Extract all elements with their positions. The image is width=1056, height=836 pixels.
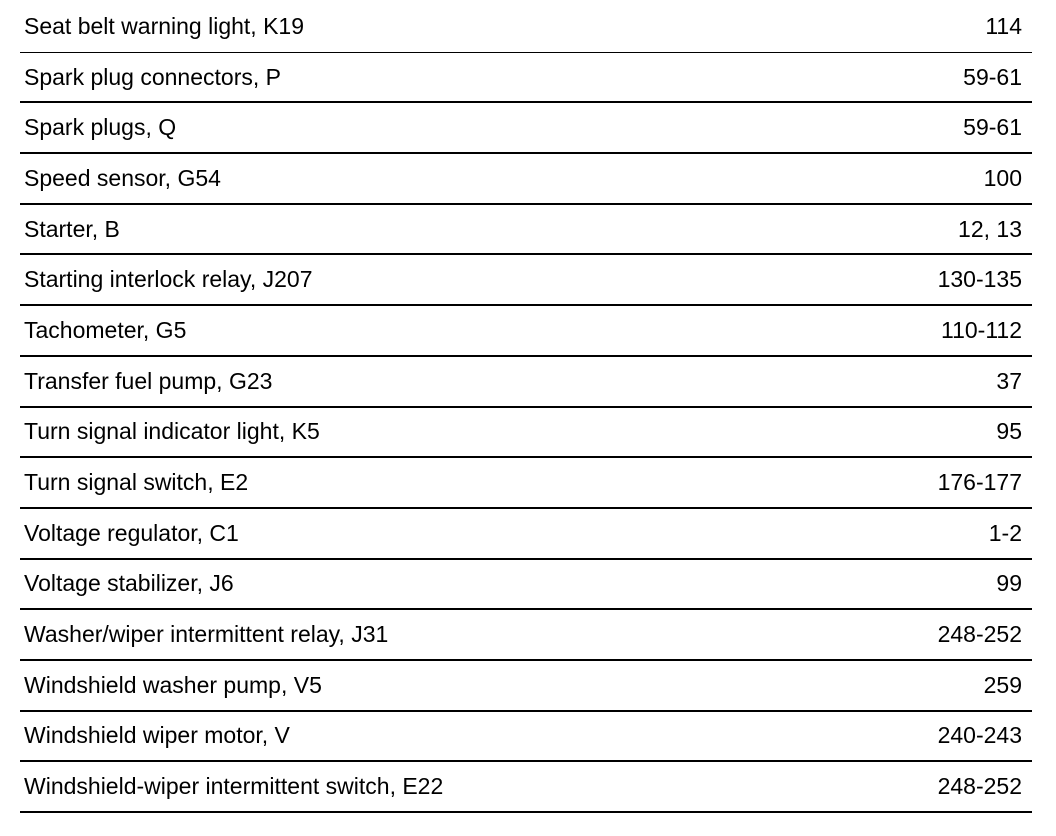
table-row: Tachometer, G5 110-112 [20,306,1032,357]
page-reference: 100 [983,164,1022,191]
component-name: Tachometer, G5 [24,316,187,343]
table-row: Voltage stabilizer, J6 99 [20,560,1032,611]
table-row: Transfer fuel pump, G23 37 [20,357,1032,408]
table-row: Spark plug connectors, P 59-61 [20,53,1032,104]
table-row: Windshield wiper motor, V 240-243 [20,712,1032,763]
page-reference: 248-252 [937,773,1022,800]
component-name: Seat belt warning light, K19 [24,13,305,40]
component-name: Voltage regulator, C1 [24,519,239,546]
page-reference: 59-61 [963,114,1022,141]
component-name: Windshield washer pump, V5 [24,671,322,698]
component-name: Speed sensor, G54 [24,164,221,191]
page-reference: 59-61 [963,63,1022,90]
page-reference: 259 [983,671,1022,698]
component-name: Turn signal indicator light, K5 [24,418,320,445]
table-row: Turn signal switch, E2 176-177 [20,458,1032,509]
component-name: Starter, B [24,215,120,242]
page-reference: 176-177 [937,469,1022,496]
page-reference: 240-243 [937,722,1022,749]
page-reference: 248-252 [937,621,1022,648]
component-name: Windshield wiper motor, V [24,722,290,749]
table-row: Windshield-wiper intermittent switch, E2… [20,762,1032,813]
component-name: Spark plug connectors, P [24,63,281,90]
component-name: Windshield-wiper intermittent switch, E2… [24,773,444,800]
component-index-table: Seat belt warning light, K19 114 Spark plu… [20,2,1032,813]
component-name: Voltage stabilizer, J6 [24,570,234,597]
component-name: Transfer fuel pump, G23 [24,367,273,394]
table-row: Voltage regulator, C1 1-2 [20,509,1032,560]
table-row: Speed sensor, G54 100 [20,154,1032,205]
table-row: Turn signal indicator light, K5 95 [20,408,1032,459]
component-name: Starting interlock relay, J207 [24,266,313,293]
page-reference: 1-2 [988,519,1022,546]
table-row: Starter, B 12, 13 [20,205,1032,256]
page-reference: 37 [996,367,1022,394]
table-row: Washer/wiper intermittent relay, J31 248-… [20,610,1032,661]
page-reference: 99 [996,570,1022,597]
page-reference: 130-135 [937,266,1022,293]
table-row: Spark plugs, Q 59-61 [20,103,1032,155]
table-row: Starting interlock relay, J207 130-135 [20,255,1032,307]
page-reference: 95 [996,418,1022,445]
table-row: Windshield washer pump, V5 259 [20,661,1032,712]
component-name: Turn signal switch, E2 [24,469,249,496]
component-name: Spark plugs, Q [24,114,177,141]
component-name: Washer/wiper intermittent relay, J31 [24,621,389,648]
table-row: Seat belt warning light, K19 114 [20,2,1032,53]
page-reference: 114 [985,13,1022,40]
page-reference: 12, 13 [958,215,1022,242]
page-reference: 110-112 [941,316,1022,343]
